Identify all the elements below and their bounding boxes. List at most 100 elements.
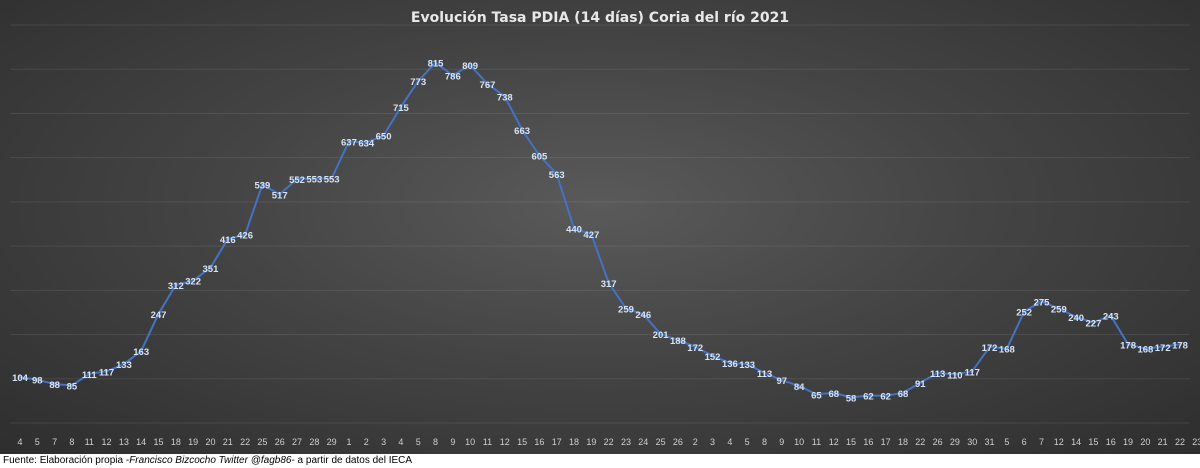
data-point	[278, 192, 282, 196]
x-tick-label: 25	[257, 437, 267, 447]
data-point	[693, 345, 697, 349]
data-point	[658, 332, 663, 336]
data-point	[624, 306, 628, 311]
x-tick-label: 17	[552, 437, 562, 447]
data-label: 715	[393, 103, 410, 114]
data-label: 275	[1034, 297, 1051, 308]
x-tick-label: 22	[1175, 437, 1185, 447]
data-label: 427	[583, 230, 599, 241]
data-point	[53, 382, 57, 386]
x-tick-label: 19	[586, 437, 596, 447]
data-label: 98	[32, 376, 43, 387]
data-point	[18, 375, 22, 379]
x-tick-label: 23	[1192, 437, 1200, 447]
x-tick-label: 24	[638, 437, 648, 447]
data-point	[849, 395, 853, 399]
data-label: 252	[1016, 308, 1032, 319]
data-label: 65	[811, 390, 822, 401]
data-label: 605	[531, 151, 548, 162]
x-tick-label: 3	[381, 437, 386, 447]
x-tick-label: 17	[881, 437, 891, 447]
x-tick-label: 26	[673, 437, 683, 447]
x-tick-label: 16	[863, 437, 873, 447]
footer-prefix: Fuente: Elaboración propia -	[3, 455, 130, 466]
data-label: 113	[757, 369, 772, 380]
x-tick-label: 26	[933, 437, 943, 447]
data-point	[780, 378, 784, 382]
x-tick-label: 4	[727, 437, 732, 447]
x-tick-label: 5	[745, 437, 750, 447]
x-tick-label: 10	[465, 437, 475, 447]
x-tick-label: 12	[829, 437, 839, 447]
x-tick-label: 29	[327, 437, 337, 447]
data-label: 117	[965, 367, 980, 378]
data-label: 322	[185, 277, 201, 288]
data-point	[104, 369, 109, 373]
data-point	[468, 63, 472, 67]
data-label: 517	[272, 190, 288, 201]
data-label: 178	[1172, 340, 1188, 351]
x-tick-label: 23	[621, 437, 631, 447]
footer-author: Francisco Bizcocho Twitter @fagb86	[129, 455, 292, 466]
data-label: 133	[739, 360, 755, 371]
data-point	[936, 371, 940, 375]
x-tick-label: 15	[1088, 437, 1098, 447]
data-point	[451, 73, 455, 78]
data-point	[433, 60, 438, 65]
x-tick-label: 20	[1140, 437, 1150, 447]
data-point	[1161, 345, 1165, 349]
x-tick-label: 26	[275, 437, 285, 447]
x-tick-label: 4	[398, 437, 403, 447]
data-label: 786	[445, 71, 461, 82]
data-point	[884, 393, 888, 398]
x-tick-label: 22	[240, 437, 250, 447]
x-tick-label: 14	[136, 437, 146, 447]
x-tick-label: 11	[812, 437, 821, 447]
chart-title: Evolución Tasa PDIA (14 días) Coria del …	[410, 10, 790, 26]
data-label: 247	[151, 310, 167, 321]
data-label: 133	[116, 360, 132, 371]
x-tick-label: 6	[1022, 437, 1027, 447]
series-line	[19, 61, 1181, 399]
data-label: 62	[863, 392, 874, 403]
data-label: 773	[410, 77, 426, 88]
data-label: 168	[1137, 345, 1153, 356]
data-point	[676, 338, 680, 342]
x-tick-label: 9	[450, 437, 455, 447]
data-label: 650	[376, 132, 392, 143]
data-point	[87, 372, 91, 376]
data-label: 188	[670, 336, 686, 347]
x-tick-label: 21	[1158, 437, 1168, 447]
x-tick-label: 4	[17, 437, 22, 447]
x-tick-label: 18	[171, 437, 181, 447]
data-label: 117	[99, 367, 114, 378]
x-tick-label: 12	[102, 437, 112, 447]
data-point	[174, 283, 178, 287]
data-label: 426	[237, 231, 253, 242]
x-tick-label: 18	[569, 437, 579, 447]
data-point	[1005, 347, 1009, 351]
data-point	[970, 369, 974, 373]
x-tick-label: 10	[794, 437, 804, 447]
x-tick-label: 12	[1054, 437, 1064, 447]
data-label: 85	[67, 381, 78, 392]
x-tick-label: 11	[85, 437, 94, 447]
x-tick-label: 19	[1123, 437, 1133, 447]
data-label: 815	[428, 59, 445, 70]
data-label: 809	[462, 61, 478, 72]
data-point	[330, 176, 334, 181]
data-point	[156, 312, 161, 316]
data-label: 104	[12, 373, 29, 384]
data-label: 172	[982, 343, 998, 354]
data-point	[1178, 342, 1182, 346]
data-point	[260, 183, 264, 187]
data-point	[1057, 306, 1061, 311]
data-label: 539	[254, 181, 270, 192]
x-tick-label: 22	[604, 437, 614, 447]
x-tick-label: 9	[779, 437, 784, 447]
data-label: 58	[846, 393, 857, 404]
data-label: 246	[635, 310, 651, 321]
chart-area: 104 98 88 85 111 117 133 163 247 312 322 351 416 426 5…	[0, 0, 1200, 454]
data-label: 317	[601, 279, 617, 290]
